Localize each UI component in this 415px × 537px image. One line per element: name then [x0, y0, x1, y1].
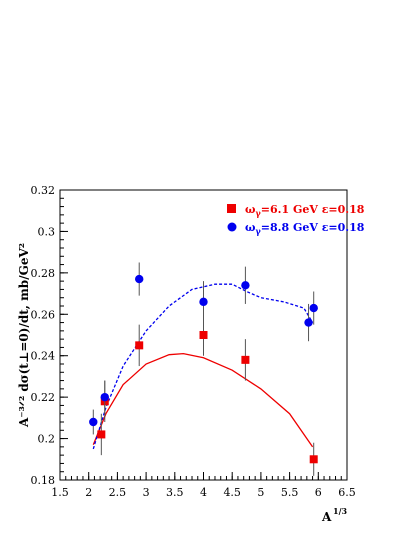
y-tick-label: 0.26 [31, 308, 56, 321]
x-axis-label-sup: 1/3 [333, 506, 347, 516]
legend-label: ωγ=8.8 GeV ε=0.18 [245, 221, 365, 236]
x-axis-label: A 1/3 [321, 506, 347, 524]
series-1-point [135, 341, 144, 350]
legend-label: ωγ=6.1 GeV ε=0.18 [245, 203, 365, 218]
series-2-point [241, 281, 250, 290]
legend-marker [227, 222, 237, 232]
x-tick-label: 1.5 [51, 486, 69, 499]
x-tick-label: 2.5 [109, 486, 127, 499]
series-1-point [241, 355, 250, 364]
x-tick-label: 4 [200, 486, 207, 499]
y-axis-label-text: A⁻³ᐟ² dσ(t⊥=0)/dt, mb/GeV² [17, 243, 31, 428]
legend: ωγ=6.1 GeV ε=0.18 ωγ=8.8 GeV ε=0.18 [227, 203, 365, 236]
y-tick-label: 0.32 [31, 184, 56, 197]
y-tick-label: 0.22 [31, 391, 56, 404]
x-tick-label: 4.5 [223, 486, 241, 499]
x-tick-label: 6.5 [338, 486, 356, 499]
series-1-point [97, 430, 106, 439]
x-tick-label: 6 [315, 486, 322, 499]
x-tick-label: 3.5 [166, 486, 184, 499]
x-tick-label: 5.5 [281, 486, 299, 499]
data-points [89, 262, 318, 476]
series-2-curve [92, 283, 314, 450]
fit-curves [92, 283, 314, 450]
series-2-point [100, 392, 109, 402]
series-2-point [199, 297, 208, 307]
y-tick-label: 0.3 [38, 225, 56, 238]
y-tick-label: 0.28 [31, 267, 56, 280]
series-1-point [309, 455, 318, 464]
series-2-point [135, 274, 144, 284]
series-1-curve [92, 352, 314, 448]
x-tick-label: 2 [85, 486, 92, 499]
y-tick-label: 0.18 [31, 474, 56, 487]
y-tick-label: 0.2 [38, 433, 56, 446]
series-2-point [304, 318, 313, 327]
y-tick-label: 0.24 [31, 350, 56, 363]
x-tick-label: 3 [143, 486, 150, 499]
series-2-point [309, 303, 318, 313]
legend-marker [227, 204, 236, 213]
x-tick-label: 5 [257, 486, 264, 499]
x-axis-label-text: A [321, 510, 332, 524]
y-axis-label: A⁻³ᐟ² dσ(t⊥=0)/dt, mb/GeV² [17, 243, 31, 428]
axis-ticks: 1.5 2 2.5 3 3.5 4 4.5 5 5.5 6 6.5 0.18 0.2 0.22 0.24 0.… [31, 184, 356, 499]
series-1-point [199, 331, 208, 339]
series-2-point [89, 417, 98, 427]
